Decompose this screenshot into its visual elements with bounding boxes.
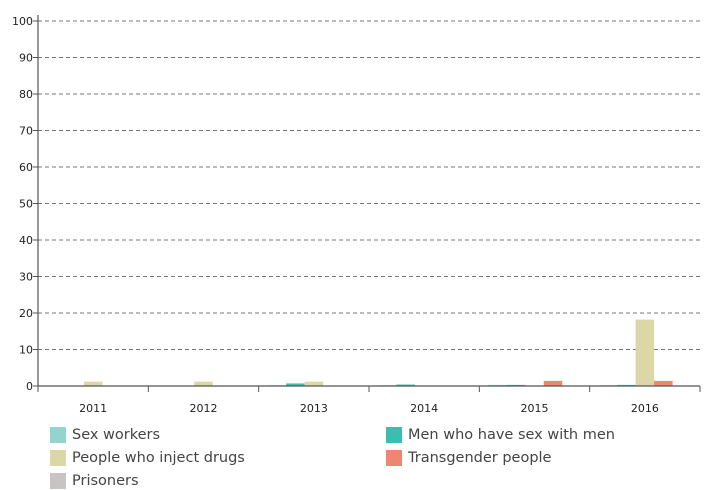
legend-label: People who inject drugs (72, 450, 245, 466)
bar (396, 384, 415, 386)
legend-label: Prisoners (72, 473, 139, 489)
x-axis-ticks: 2011 2012 2013 2014 2015 2016 (37, 386, 701, 415)
y-tick-label: 10 (19, 344, 33, 357)
y-tick-label: 50 (19, 198, 33, 211)
y-axis-ticks: 0 10 20 30 40 50 60 70 80 90 100 (12, 15, 38, 393)
x-tick-label: 2015 (521, 402, 549, 415)
y-tick-label: 70 (19, 125, 33, 138)
legend-item-men-who-have-sex-with-men: Men who have sex with men (386, 427, 615, 443)
gridlines (38, 20, 700, 350)
legend-label: Men who have sex with men (408, 427, 615, 443)
x-tick-label: 2016 (631, 402, 659, 415)
axes (37, 15, 700, 387)
x-tick-label: 2014 (410, 402, 438, 415)
y-tick-label: 30 (19, 271, 33, 284)
y-tick-label: 40 (19, 234, 33, 247)
bar (654, 380, 673, 386)
legend-swatch (386, 450, 402, 466)
x-tick-label: 2011 (79, 402, 107, 415)
legend-item-people-who-inject-drugs: People who inject drugs (50, 450, 245, 466)
bar (194, 381, 213, 386)
legend-swatch (50, 427, 66, 443)
y-tick-label: 0 (26, 380, 33, 393)
legend-swatch (50, 450, 66, 466)
bar (543, 380, 563, 386)
bar (635, 319, 655, 386)
y-tick-label: 60 (19, 161, 33, 174)
legend-swatch (386, 427, 402, 443)
y-tick-label: 90 (19, 52, 33, 65)
legend-label: Transgender people (408, 450, 552, 466)
bars (46, 319, 673, 386)
y-tick-label: 20 (19, 307, 33, 320)
y-tick-label: 80 (19, 88, 33, 101)
legend-item-sex-workers: Sex workers (50, 427, 160, 443)
bar (286, 383, 305, 386)
legend-item-prisoners: Prisoners (50, 473, 139, 489)
legend-swatch (50, 473, 66, 489)
bar (304, 381, 324, 386)
x-tick-label: 2012 (190, 402, 218, 415)
y-tick-label: 100 (12, 15, 33, 28)
legend-item-transgender-people: Transgender people (386, 450, 551, 466)
legend-label: Sex workers (72, 427, 161, 443)
bar (83, 381, 103, 386)
x-tick-label: 2013 (300, 402, 328, 415)
